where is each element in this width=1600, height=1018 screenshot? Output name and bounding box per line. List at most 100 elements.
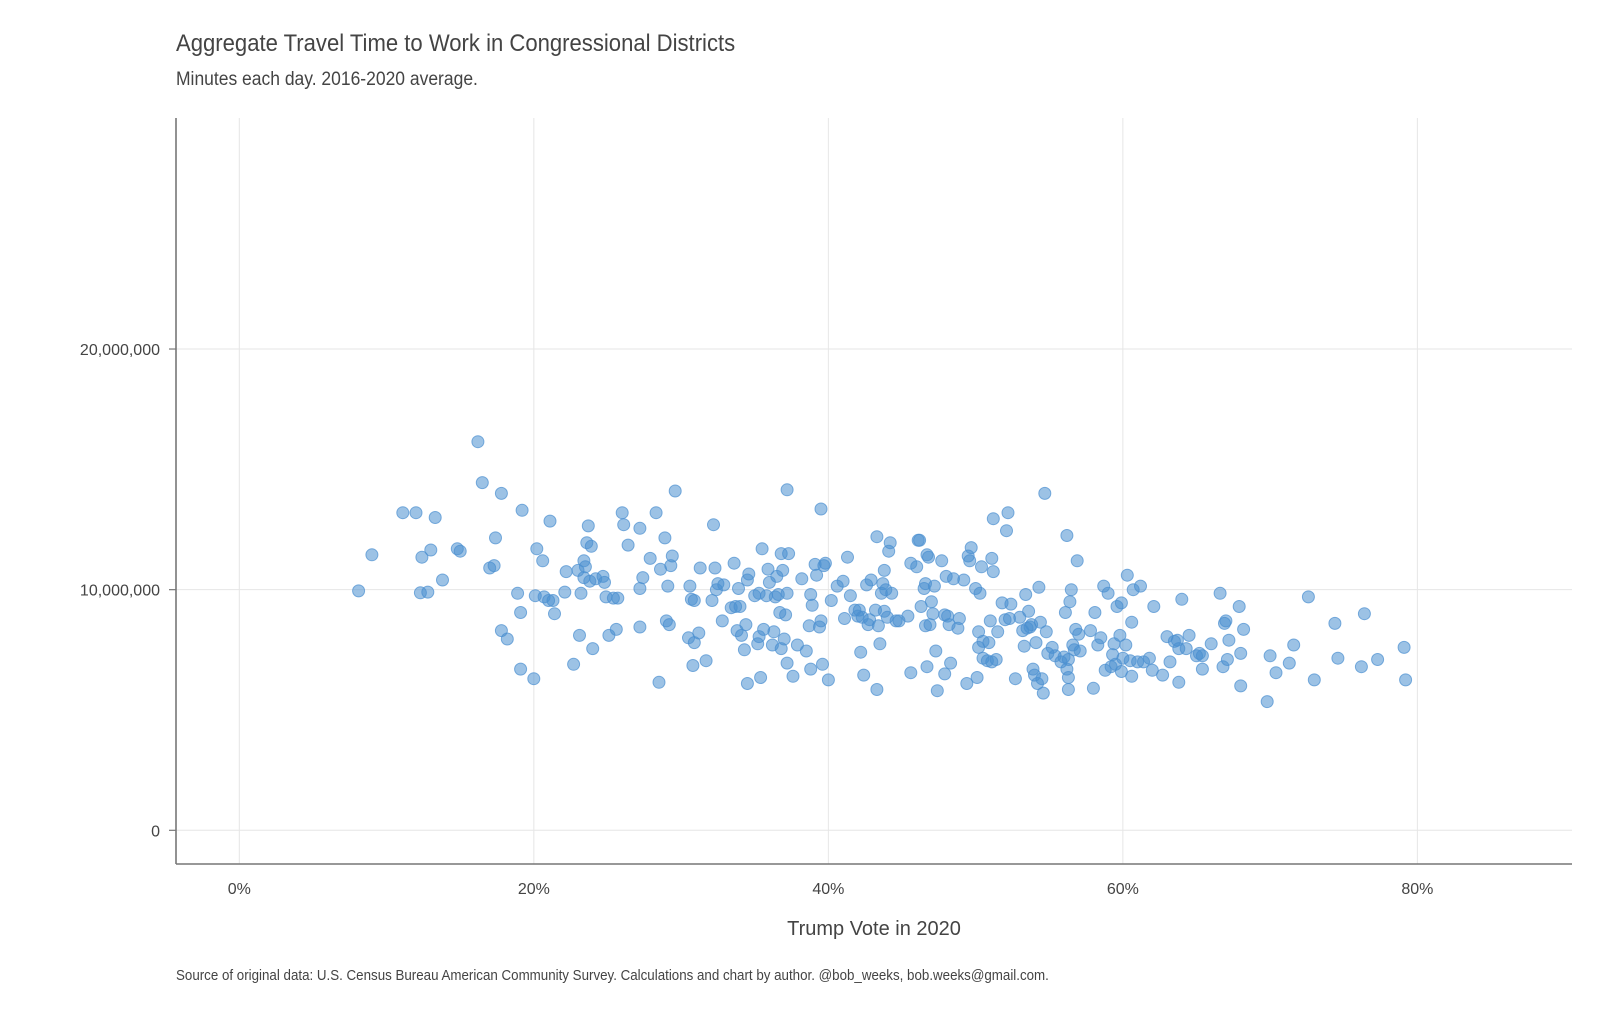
data-point xyxy=(453,544,467,558)
data-point xyxy=(924,595,938,609)
data-point xyxy=(1182,628,1196,642)
data-point xyxy=(1029,636,1043,650)
y-tick-label: 0 xyxy=(151,823,160,840)
data-point xyxy=(1195,649,1209,663)
data-point xyxy=(1147,600,1161,613)
data-point xyxy=(735,628,748,642)
data-point xyxy=(415,550,429,564)
data-point xyxy=(733,600,747,613)
data-point xyxy=(1172,675,1186,689)
data-point xyxy=(986,512,1000,526)
data-point xyxy=(1036,686,1050,700)
data-point xyxy=(643,551,657,565)
data-point xyxy=(864,573,878,587)
data-point xyxy=(1397,640,1411,654)
data-point xyxy=(1175,592,1189,606)
data-point xyxy=(1301,590,1315,604)
data-point xyxy=(421,585,435,599)
data-point xyxy=(1088,606,1102,619)
data-point xyxy=(926,607,940,621)
data-point xyxy=(1058,606,1072,619)
data-point xyxy=(567,657,581,671)
data-point xyxy=(707,518,720,532)
data-point xyxy=(901,609,915,623)
data-point xyxy=(1307,673,1321,687)
data-point xyxy=(536,554,550,568)
data-point xyxy=(705,594,719,607)
data-point xyxy=(1263,649,1277,663)
data-point xyxy=(1032,580,1046,594)
data-point xyxy=(930,684,944,698)
data-point xyxy=(838,612,851,625)
data-point xyxy=(1039,625,1053,639)
data-point xyxy=(1195,662,1209,676)
data-point xyxy=(515,503,529,517)
data-point xyxy=(739,618,753,632)
data-point xyxy=(527,672,541,686)
data-point xyxy=(985,551,999,565)
data-point xyxy=(780,483,794,497)
gridlines xyxy=(169,118,1572,864)
data-point xyxy=(780,656,794,670)
data-point xyxy=(633,620,647,634)
data-point xyxy=(489,531,502,545)
data-point xyxy=(767,625,781,639)
data-point xyxy=(1163,655,1177,669)
data-point xyxy=(621,538,635,552)
data-point xyxy=(1125,669,1139,683)
data-point xyxy=(982,636,996,650)
data-point xyxy=(975,560,988,574)
data-point xyxy=(754,671,768,684)
data-point xyxy=(843,589,857,603)
data-point xyxy=(1001,506,1015,520)
data-point xyxy=(396,506,410,520)
data-point xyxy=(1060,529,1074,542)
data-point xyxy=(546,594,560,607)
data-point xyxy=(920,660,934,674)
data-point xyxy=(1134,579,1147,593)
data-point xyxy=(699,654,713,668)
data-point xyxy=(1086,681,1100,695)
data-point xyxy=(409,506,423,520)
data-point xyxy=(970,671,984,684)
data-point xyxy=(617,518,631,532)
data-point xyxy=(471,435,485,449)
data-point xyxy=(991,625,1005,639)
data-point xyxy=(818,556,832,570)
x-tick-label: 40% xyxy=(812,881,844,898)
data-point xyxy=(475,476,489,490)
data-point xyxy=(821,673,835,687)
data-point xyxy=(687,594,701,607)
data-point xyxy=(1125,615,1139,629)
data-point xyxy=(841,550,854,564)
source-caption: Source of original data: U.S. Census Bur… xyxy=(176,968,1049,984)
data-point xyxy=(964,541,978,555)
data-point xyxy=(854,645,868,659)
data-point xyxy=(814,614,828,628)
data-point xyxy=(586,642,600,656)
data-point xyxy=(543,514,557,528)
chart-title: Aggregate Travel Time to Work in Congres… xyxy=(176,30,736,57)
data-point xyxy=(1282,656,1296,670)
data-point xyxy=(873,637,887,651)
data-point xyxy=(1219,614,1233,628)
data-point xyxy=(708,561,722,575)
data-point xyxy=(727,556,741,570)
data-point xyxy=(810,568,824,582)
tick-labels: 0% 20% 40% 60% 80% 0 10,000,000 20,000,000 xyxy=(80,342,1433,898)
data-point xyxy=(511,586,525,600)
x-tick-label: 0% xyxy=(228,881,251,898)
data-point xyxy=(863,613,877,627)
data-point xyxy=(1017,639,1031,653)
data-point xyxy=(1213,586,1227,600)
data-point xyxy=(494,486,508,500)
data-point xyxy=(883,536,897,550)
data-point xyxy=(665,549,679,563)
data-point xyxy=(779,608,793,622)
data-point xyxy=(913,533,927,547)
data-point xyxy=(952,612,966,625)
data-point xyxy=(870,530,884,544)
data-point xyxy=(786,669,800,683)
data-point xyxy=(581,519,595,533)
data-point xyxy=(870,683,884,696)
